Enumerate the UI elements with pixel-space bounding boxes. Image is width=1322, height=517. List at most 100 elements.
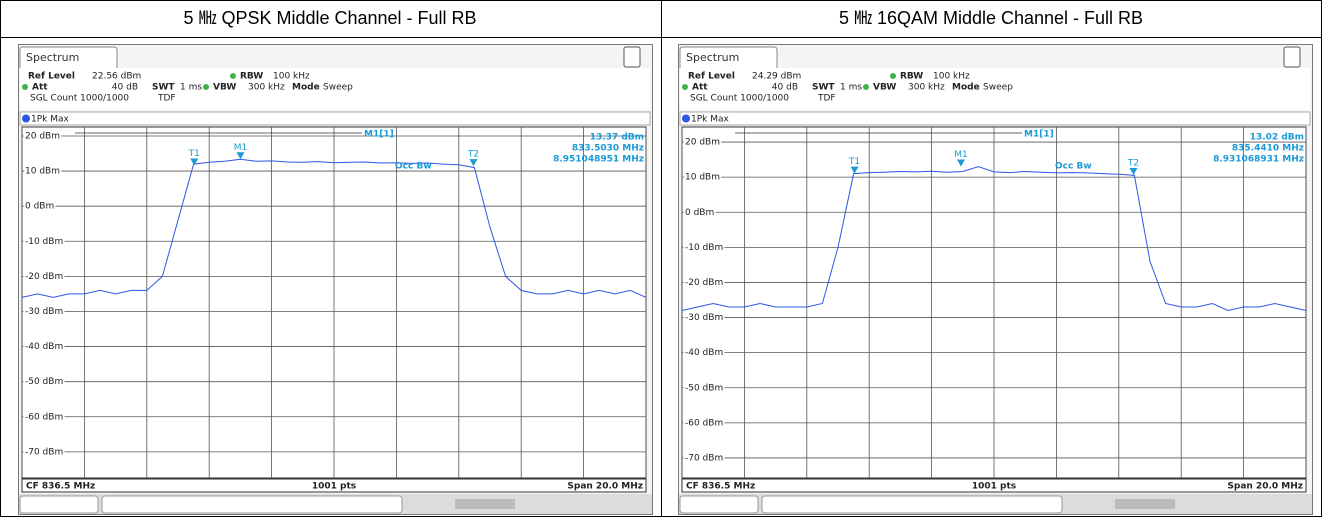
trace-bar <box>19 111 651 126</box>
label: 300 kHz <box>908 83 945 93</box>
y-tick-label: -10 dBm <box>685 243 723 253</box>
label: M1[1] <box>1024 130 1054 140</box>
marker <box>850 166 859 174</box>
header-cell: 5 ㎒ 16QAM Middle Channel - Full RB <box>839 8 1143 28</box>
y-tick-label: 10 dBm <box>685 173 720 183</box>
marker-label: T2 <box>467 150 479 160</box>
label: TDF <box>157 94 176 104</box>
header-cell: 5 ㎒ QPSK Middle Channel - Full RB <box>183 8 476 28</box>
status-field <box>679 495 759 514</box>
label: CF 836.5 MHz <box>26 482 95 492</box>
label: SWT <box>812 83 835 93</box>
status-dot <box>203 84 209 90</box>
label: 100 kHz <box>933 72 970 82</box>
y-tick-label: -20 dBm <box>25 272 63 282</box>
trace-bar <box>679 111 1311 126</box>
marker <box>1129 168 1138 176</box>
info-panel <box>20 68 650 110</box>
label: 8.931068931 MHz <box>1213 155 1304 165</box>
label: 1 ms <box>180 83 202 93</box>
label: Spectrum <box>686 51 739 64</box>
label: Att <box>32 83 48 93</box>
info-panel <box>680 68 1310 110</box>
y-tick-label: -70 dBm <box>685 453 723 463</box>
label: Mode <box>952 83 980 93</box>
y-tick-label: 0 dBm <box>685 208 714 218</box>
label: 1001 pts <box>312 482 356 492</box>
legend-entry: 1Pk Max <box>691 115 730 125</box>
marker <box>236 152 245 160</box>
y-tick-label: 10 dBm <box>25 167 60 177</box>
label: CF 836.5 MHz <box>686 482 755 492</box>
status-field <box>19 495 99 514</box>
label: Sweep <box>323 83 353 93</box>
label: RBW <box>240 72 263 82</box>
y-tick-label: -60 dBm <box>25 412 63 422</box>
label: Ref Level <box>28 72 75 82</box>
trace <box>681 166 1307 312</box>
label: 13.37 dBm <box>590 133 644 143</box>
icon <box>1283 46 1301 68</box>
y-tick-label: 20 dBm <box>25 131 60 141</box>
status-field <box>101 495 403 514</box>
tab <box>19 46 118 68</box>
y-tick-label: -50 dBm <box>25 377 63 387</box>
status-dot <box>230 73 236 79</box>
marker <box>956 159 965 167</box>
trace <box>21 158 647 298</box>
label: 22.56 dBm <box>92 72 141 82</box>
status-dot <box>682 84 688 90</box>
status-dot <box>890 73 896 79</box>
footer-bar <box>681 478 1307 493</box>
label: SWT <box>152 83 175 93</box>
legend-dot <box>22 114 30 123</box>
y-tick-label: 20 dBm <box>685 138 720 148</box>
label: Occ Bw <box>1055 162 1092 172</box>
y-tick-label: -30 dBm <box>25 307 63 317</box>
status-field <box>761 495 1063 514</box>
label: 300 kHz <box>248 83 285 93</box>
label: Ref Level <box>688 72 735 82</box>
y-tick-label: -30 dBm <box>685 313 723 323</box>
label: VBW <box>213 83 236 93</box>
status-dot <box>863 84 869 90</box>
y-tick-label: -20 dBm <box>685 278 723 288</box>
y-tick-label: -50 dBm <box>685 383 723 393</box>
label: Mode <box>292 83 320 93</box>
icon <box>623 46 641 68</box>
tab <box>679 46 778 68</box>
label: 835.4410 MHz <box>1232 144 1304 154</box>
label: RBW <box>900 72 923 82</box>
label: Span 20.0 MHz <box>1227 482 1303 492</box>
label: 833.5030 MHz <box>572 144 644 154</box>
legend-dot <box>682 114 690 123</box>
y-tick-label: -40 dBm <box>25 342 63 352</box>
label: 40 dB <box>772 83 798 93</box>
label: VBW <box>873 83 896 93</box>
label: 1001 pts <box>972 482 1016 492</box>
label: 8.951048951 MHz <box>553 155 644 165</box>
marker <box>190 158 199 166</box>
label: 100 kHz <box>273 72 310 82</box>
status-dot <box>22 84 28 90</box>
label: 1 ms <box>840 83 862 93</box>
label: SGL Count 1000/1000 <box>690 94 789 104</box>
label: Sweep <box>983 83 1013 93</box>
label: Spectrum <box>26 51 79 64</box>
label: Span 20.0 MHz <box>567 482 643 492</box>
marker-label: T2 <box>1127 159 1139 169</box>
label: SGL Count 1000/1000 <box>30 94 129 104</box>
y-tick-label: 0 dBm <box>25 202 54 212</box>
y-tick-label: -60 dBm <box>685 418 723 428</box>
marker <box>469 159 478 167</box>
y-tick-label: -10 dBm <box>25 237 63 247</box>
label: 13.02 dBm <box>1250 133 1304 143</box>
label: TDF <box>817 94 836 104</box>
progress <box>1115 499 1175 509</box>
label: 24.29 dBm <box>752 72 801 82</box>
label: Att <box>692 83 708 93</box>
label: 40 dB <box>112 83 138 93</box>
marker-label: M1 <box>954 150 968 160</box>
marker-label: T1 <box>188 149 200 159</box>
